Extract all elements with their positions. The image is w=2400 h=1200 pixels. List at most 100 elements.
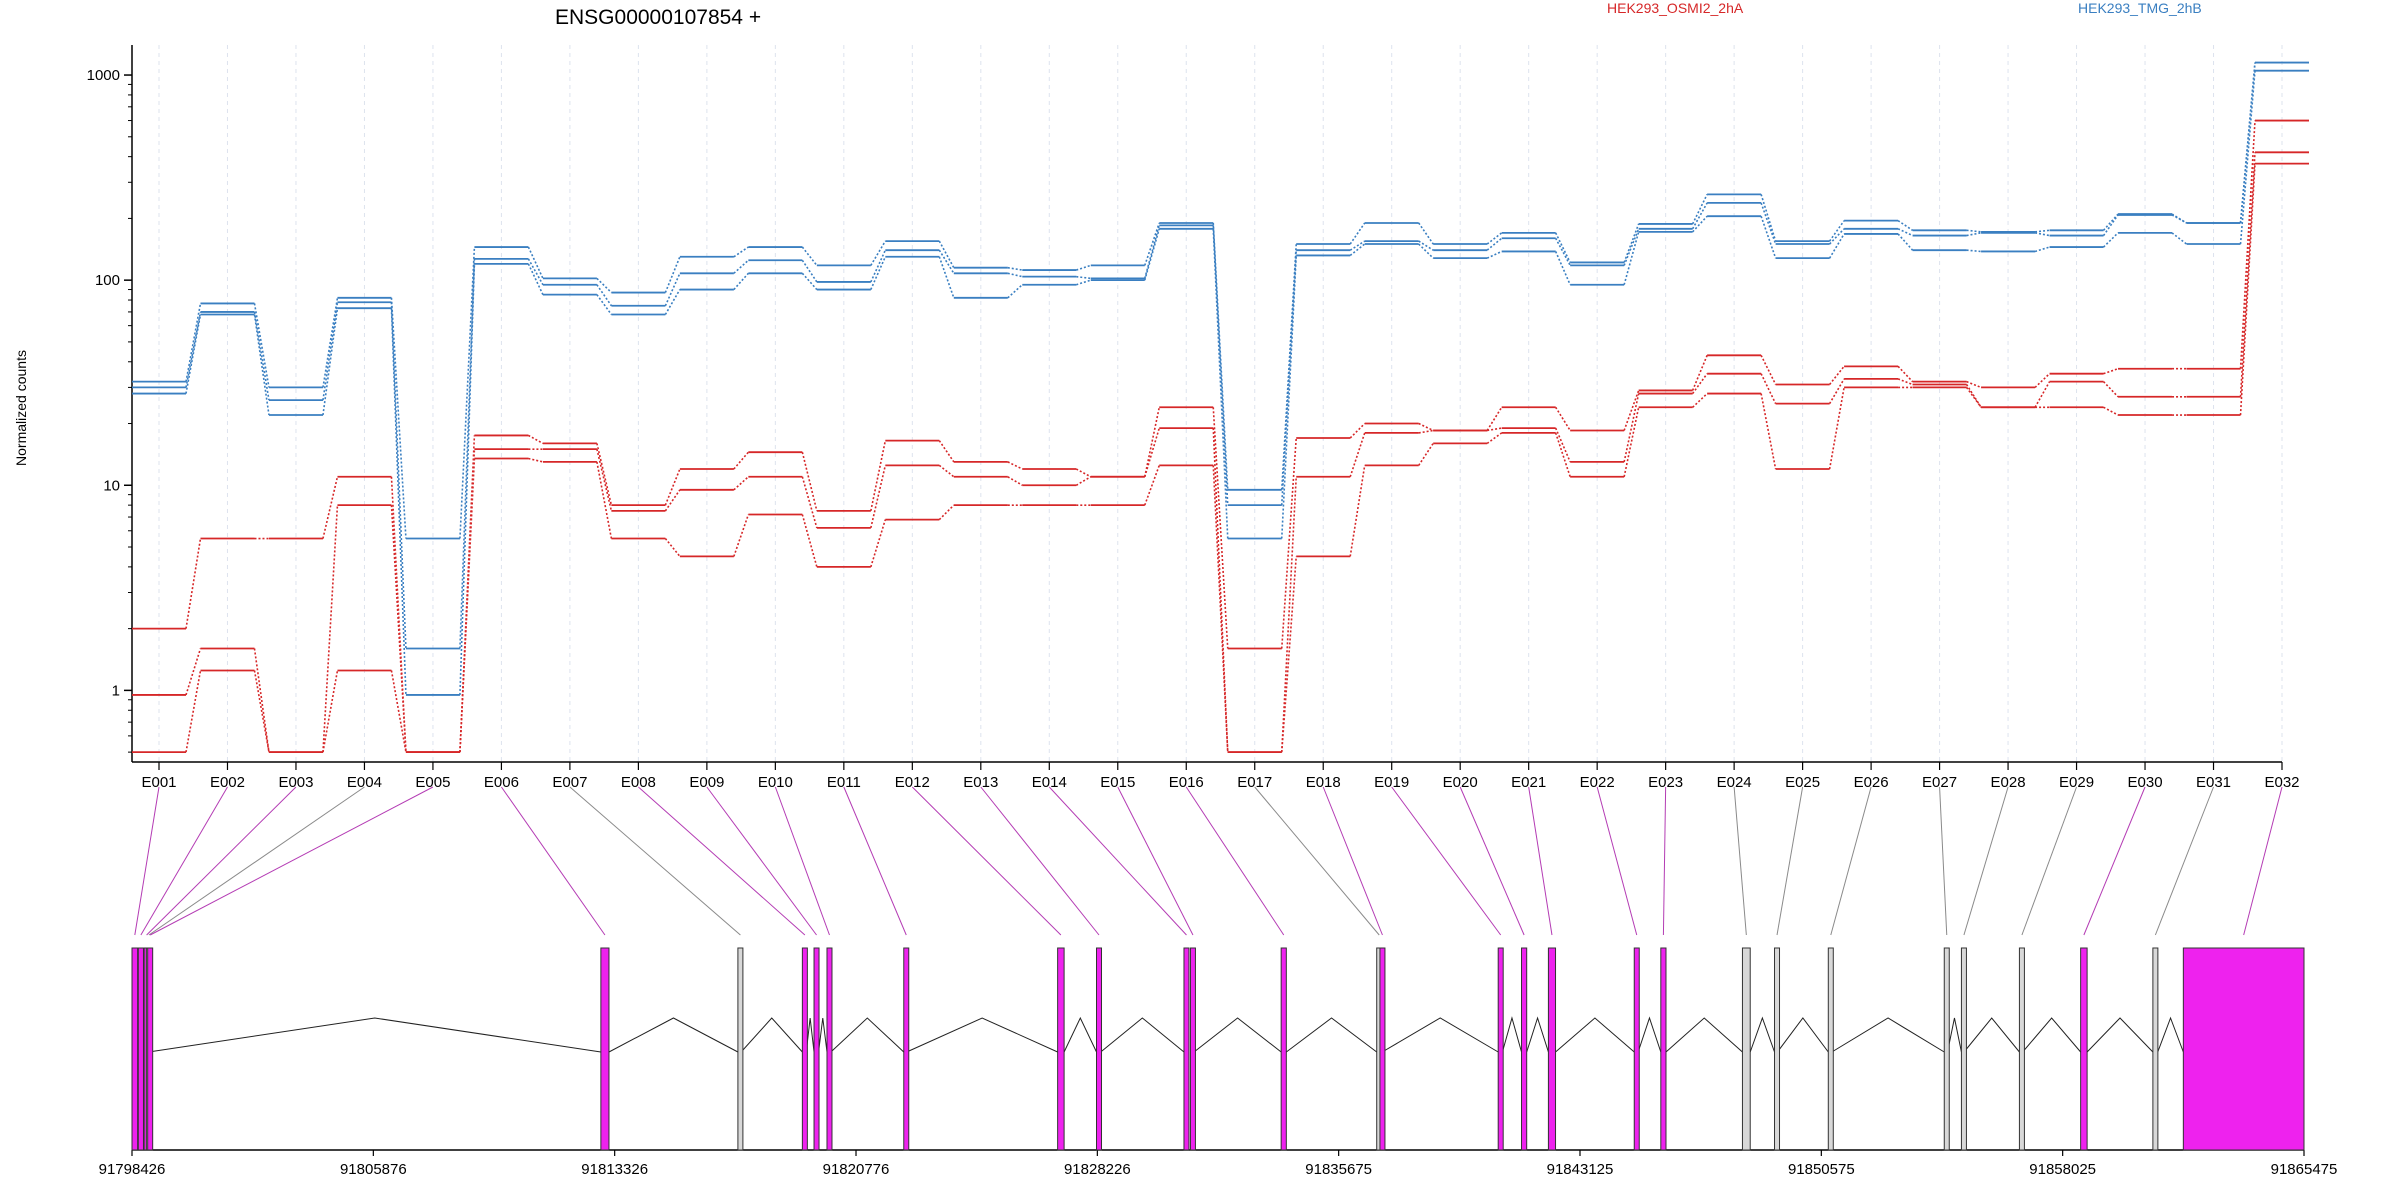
connector xyxy=(1487,427,1502,432)
intron xyxy=(1381,1017,1499,1053)
intron xyxy=(2086,1017,2154,1053)
intron xyxy=(1526,1016,1549,1053)
connector xyxy=(1075,468,1092,478)
connector xyxy=(253,311,270,401)
connector xyxy=(185,303,202,382)
exon-leader-line xyxy=(1048,786,1187,936)
connector xyxy=(1760,215,1777,259)
connector xyxy=(527,258,544,286)
intron xyxy=(1100,1017,1185,1053)
connector xyxy=(185,314,202,394)
exon-leader-line xyxy=(1662,786,1667,936)
genome-tick-label: 91858025 xyxy=(2029,1161,2096,1178)
x-tick-label: E001 xyxy=(141,774,176,791)
connector xyxy=(1828,220,1845,242)
connector xyxy=(801,476,818,529)
connector xyxy=(1623,407,1640,477)
x-tick-label: E004 xyxy=(347,774,382,791)
connector xyxy=(1691,373,1708,395)
y-axis-label: Normalized counts xyxy=(13,350,29,466)
connector xyxy=(1554,251,1571,286)
connector xyxy=(528,434,544,445)
connector xyxy=(2102,213,2119,231)
exon-leader-line xyxy=(569,786,741,936)
exon-leader-line xyxy=(140,786,228,936)
connector xyxy=(1212,225,1229,506)
exon-block xyxy=(1096,947,1103,1151)
connector xyxy=(1007,272,1023,278)
intron xyxy=(148,1017,601,1053)
intron xyxy=(1947,1017,1962,1053)
exon-leader-line xyxy=(2154,786,2214,936)
connector xyxy=(1966,380,1982,389)
series-3 xyxy=(132,119,2309,754)
connector xyxy=(1349,240,1366,251)
connector xyxy=(1144,225,1161,279)
connector xyxy=(2102,381,2119,398)
connector xyxy=(1280,255,1298,539)
exon-block xyxy=(1521,947,1528,1151)
gene-model: 91798426 91805876 91813326 91820776 91828226… xyxy=(99,786,2337,1178)
x-tick-label: E031 xyxy=(2196,774,2231,791)
exon-leader-line xyxy=(638,786,806,936)
intron xyxy=(818,1017,828,1053)
exon-leader-line xyxy=(1185,786,1285,936)
connector xyxy=(1829,228,1845,245)
connector xyxy=(870,256,887,290)
exon-block xyxy=(137,947,144,1151)
genome-tick-label: 91835675 xyxy=(1305,1161,1372,1178)
connector xyxy=(2034,229,2050,233)
connector xyxy=(1212,222,1229,490)
x-tick-label: E014 xyxy=(1032,774,1067,791)
connector xyxy=(1144,427,1161,478)
exon-block xyxy=(2182,947,2305,1151)
connector xyxy=(870,240,887,266)
intron xyxy=(1286,1017,1378,1053)
connector xyxy=(1965,384,1982,408)
connector xyxy=(527,246,544,279)
x-tick-label: E026 xyxy=(1854,774,1889,791)
connector xyxy=(1418,243,1434,259)
x-tick-label: E024 xyxy=(1717,774,1752,791)
connector xyxy=(459,258,476,649)
connector xyxy=(596,284,613,307)
connector xyxy=(1623,393,1640,463)
x-tick-label: E032 xyxy=(2264,774,2299,791)
connector xyxy=(390,505,407,753)
connector xyxy=(1144,228,1161,281)
exon-block xyxy=(131,947,139,1151)
y-tick-label: 1 xyxy=(112,682,120,699)
intron xyxy=(1777,1017,1829,1053)
series-2 xyxy=(132,69,2309,696)
plot-area: 1 10 100 1000 E001 E002 E003 E004 E005 E006 E007 E0… xyxy=(87,45,2309,791)
connector xyxy=(733,476,749,491)
exon-leader-line xyxy=(148,786,365,936)
connector xyxy=(528,457,544,463)
connector xyxy=(185,311,202,388)
exon-block xyxy=(1379,947,1386,1151)
exon-block xyxy=(1183,947,1190,1151)
connector xyxy=(1076,275,1091,280)
x-tick-label: E018 xyxy=(1306,774,1341,791)
x-tick-label: E008 xyxy=(621,774,656,791)
genome-tick-label: 91820776 xyxy=(823,1161,890,1178)
connector xyxy=(2171,232,2188,245)
x-tick-label: E017 xyxy=(1237,774,1272,791)
exon-leader-line xyxy=(911,786,1062,936)
exon-block xyxy=(147,947,154,1151)
series-5 xyxy=(132,162,2309,754)
connector xyxy=(322,476,339,539)
genome-tick-label: 91813326 xyxy=(581,1161,648,1178)
connector xyxy=(733,246,749,258)
connector xyxy=(2102,214,2119,237)
connector xyxy=(1897,228,1913,237)
connector xyxy=(1554,406,1571,431)
connector xyxy=(1692,392,1708,408)
connector xyxy=(2034,246,2050,253)
exon-leader-line xyxy=(1322,786,1383,936)
connector xyxy=(2103,406,2119,416)
connector xyxy=(1418,222,1434,245)
exon-leader-line xyxy=(1117,786,1194,936)
intron xyxy=(608,1017,739,1053)
intron xyxy=(1831,1017,1945,1053)
